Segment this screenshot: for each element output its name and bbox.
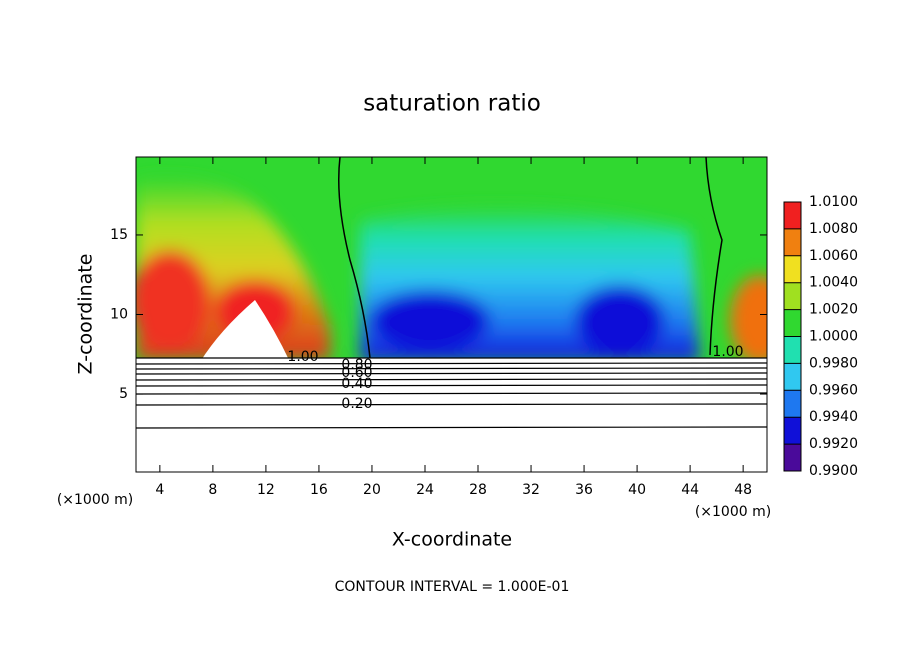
x-unit-label: (×1000 m)	[57, 492, 133, 508]
colorbar-label: 0.9980	[809, 355, 858, 371]
colorbar-label: 1.0080	[809, 221, 858, 237]
x-tick-label: 24	[416, 482, 434, 498]
contour-label: 0.80	[341, 357, 372, 373]
x-tick-label: 40	[628, 482, 646, 498]
colorbar-bin	[784, 363, 801, 391]
x-axis-label: X-coordinate	[392, 529, 512, 551]
chart-title: saturation ratio	[363, 91, 541, 117]
colorbar-label: 1.0040	[809, 275, 858, 291]
colorbar-label: 0.9900	[809, 463, 858, 479]
colorbar-label: 1.0060	[809, 248, 858, 264]
x-tick-label: 36	[575, 482, 593, 498]
contour-label: 1.00	[712, 344, 743, 360]
colorbar-bin	[784, 228, 801, 256]
colorbar-bin	[784, 336, 801, 364]
y-tick-label: 5	[119, 386, 128, 402]
y-tick-label: 15	[110, 227, 128, 243]
x-tick-label: 32	[522, 482, 540, 498]
footer: CONTOUR INTERVAL = 1.000E-01	[335, 579, 570, 595]
colorbar-bin	[784, 444, 801, 471]
colorbar-bin	[784, 417, 801, 445]
colorbar-label: 0.9920	[809, 436, 858, 452]
colorbar-label: 0.9940	[809, 409, 858, 425]
colorbar-bin	[784, 309, 801, 337]
x-tick-label: 8	[208, 482, 217, 498]
contour-label: 1.00	[287, 349, 318, 365]
colorbar-label: 1.0020	[809, 302, 858, 318]
x-tick-label: 16	[310, 482, 328, 498]
colorbar-label: 1.0100	[809, 194, 858, 210]
contour-label: 0.40	[341, 376, 372, 392]
x-tick-label: 20	[363, 482, 381, 498]
contour-label: 0.20	[341, 396, 372, 412]
colorbar-bin	[784, 390, 801, 418]
x-unit-label: (×1000 m)	[695, 504, 771, 520]
colorbar-bin	[784, 282, 801, 310]
x-tick-label: 48	[734, 482, 752, 498]
x-tick-label: 4	[155, 482, 164, 498]
colorbar-bin	[784, 202, 801, 229]
x-tick-label: 28	[469, 482, 487, 498]
colorbar-label: 0.9960	[809, 382, 858, 398]
colorbar-bin	[784, 255, 801, 283]
y-axis-label: Z-coordinate	[75, 254, 97, 375]
contour-label: 0.60	[341, 365, 372, 381]
colorbar-label: 1.0000	[809, 329, 858, 345]
y-tick-label: 10	[110, 307, 128, 323]
field	[136, 157, 767, 472]
x-tick-label: 44	[681, 482, 699, 498]
x-tick-label: 12	[257, 482, 275, 498]
